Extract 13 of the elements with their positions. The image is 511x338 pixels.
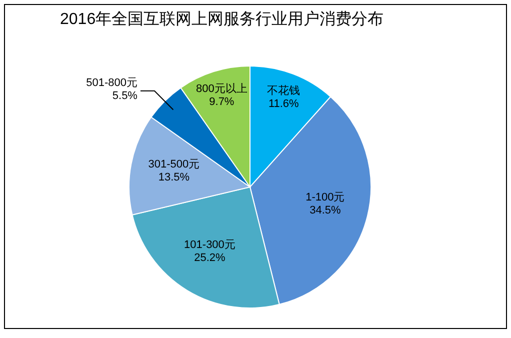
data-label: 34.5% xyxy=(310,204,341,217)
data-label: 5.5% xyxy=(112,90,138,102)
data-label: 25.2% xyxy=(194,252,226,264)
slice-label: 501-800元 xyxy=(86,76,138,89)
chart-title: 2016年全国互联网上网服务行业用户消费分布 xyxy=(60,10,384,28)
data-label: 11.6% xyxy=(268,98,300,110)
slice-label: 101-300元 xyxy=(184,239,236,252)
slice-label: 301-500元 xyxy=(148,158,200,170)
data-label: 9.7% xyxy=(209,96,234,108)
slice-label: 800元以上 xyxy=(196,82,248,95)
data-label: 13.5% xyxy=(158,171,190,184)
slice-label: 1-100元 xyxy=(306,192,345,204)
slice-label: 不花钱 xyxy=(267,84,300,97)
